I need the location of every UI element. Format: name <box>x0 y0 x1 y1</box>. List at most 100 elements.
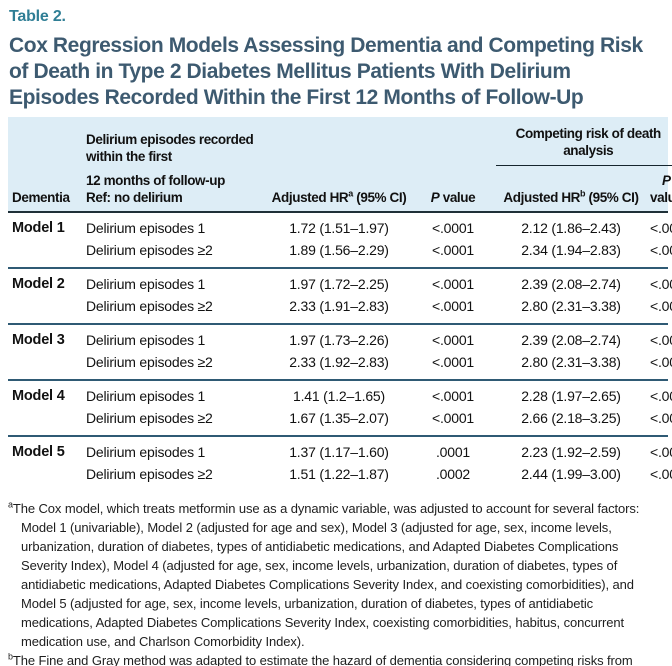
row-label: Delirium episodes ≥2 <box>86 242 213 258</box>
hr-death-value: 2.66 (2.18–3.25) <box>521 410 621 426</box>
model-label: Model 4 <box>12 388 65 404</box>
p-dementia-value: <.0001 <box>431 220 474 236</box>
model-label-empty <box>10 408 86 428</box>
hr-death-value: 2.80 (2.31–3.38) <box>521 354 621 370</box>
hr-dementia-value: 1.97 (1.72–2.25) <box>289 276 389 292</box>
hr-death-value: 2.44 (1.99–3.00) <box>521 466 621 482</box>
header-hr-text: Adjusted HR <box>503 190 581 205</box>
hr-dementia-value: 1.67 (1.35–2.07) <box>289 410 389 426</box>
table-number-label: Table 2. <box>9 8 66 25</box>
model-3-group: Model 3 Delirium episodes 1 1.97 (1.73–2… <box>8 323 672 379</box>
table-row: Delirium episodes ≥2 2.33 (1.92–2.83) <.… <box>10 351 672 373</box>
row-label: Delirium episodes ≥2 <box>86 466 213 482</box>
hr-death-value: 2.23 (1.92–2.59) <box>521 444 621 460</box>
header-ref-line: 12 months of follow-up <box>86 173 225 188</box>
hr-dementia-value: 1.97 (1.73–2.26) <box>289 332 389 348</box>
table-title-line: Cox Regression Models Assessing Dementia… <box>9 34 643 57</box>
header-ref-line: Ref: no delirium <box>86 190 183 205</box>
table-row: Delirium episodes ≥2 1.67 (1.35–2.07) <.… <box>10 407 672 429</box>
p-italic: P <box>430 190 440 205</box>
model-label-empty <box>10 464 86 484</box>
competing-risk-label: Competing risk of death analysis <box>515 126 662 158</box>
p-dementia-value: <.0001 <box>431 298 474 314</box>
table-row: Delirium episodes ≥2 1.51 (1.22–1.87) .0… <box>10 463 672 485</box>
table-row: Model 3 Delirium episodes 1 1.97 (1.73–2… <box>10 329 672 351</box>
hr-death-value: 2.80 (2.31–3.38) <box>521 298 621 314</box>
hr-dementia-value: 1.51 (1.22–1.87) <box>289 466 389 482</box>
header-dementia: Dementia <box>12 190 70 205</box>
p-death-value: <.0001 <box>650 466 672 482</box>
hr-death-value: 2.39 (2.08–2.74) <box>521 332 621 348</box>
table-header-row: Dementia Delirium episodes recorded with… <box>8 117 672 213</box>
footnote-a: aThe Cox model, which treats metformin u… <box>8 499 666 651</box>
table-row: Model 5 Delirium episodes 1 1.37 (1.17–1… <box>10 441 672 463</box>
p-death-value: <.0001 <box>650 354 672 370</box>
footnote-marker-a: a <box>8 499 13 510</box>
hr-dementia-value: 1.89 (1.56–2.29) <box>289 242 389 258</box>
p-death-value: <.0001 <box>650 332 672 348</box>
hr-dementia-value: 1.41 (1.2–1.65) <box>293 388 385 404</box>
p-dementia-value: <.0001 <box>431 410 474 426</box>
table-title: Cox Regression Models Assessing Dementia… <box>9 33 668 111</box>
table-row: Model 2 Delirium episodes 1 1.97 (1.72–2… <box>10 273 672 295</box>
p-dementia-value: <.0001 <box>431 332 474 348</box>
footnote-marker-b: b <box>8 651 13 662</box>
model-1-group: Model 1 Delirium episodes 1 1.72 (1.51–1… <box>8 213 672 267</box>
header-ci-text: (95% CI) <box>352 190 407 205</box>
hr-dementia-value: 1.72 (1.51–1.97) <box>289 220 389 236</box>
model-5-group: Model 5 Delirium episodes 1 1.37 (1.17–1… <box>8 435 672 491</box>
header-adjusted-hr-b: Adjusted HRb (95% CI) <box>492 189 650 206</box>
p-dementia-value: <.0001 <box>431 242 474 258</box>
row-label: Delirium episodes 1 <box>86 276 206 292</box>
superscript-b: b <box>580 188 586 199</box>
header-ci-text: (95% CI) <box>585 190 639 205</box>
header-adjusted-hr-a: Adjusted HRa (95% CI) <box>264 189 414 206</box>
hr-death-value: 2.39 (2.08–2.74) <box>521 276 621 292</box>
row-label: Delirium episodes 1 <box>86 332 206 348</box>
p-dementia-value: .0002 <box>435 466 471 482</box>
table-body: Model 1 Delirium episodes 1 1.72 (1.51–1… <box>8 213 672 491</box>
row-label: Delirium episodes 1 <box>86 220 206 236</box>
header-delirium-episodes: Delirium episodes recorded within the fi… <box>86 131 264 206</box>
header-hr-text: Adjusted HR <box>271 190 349 205</box>
table-row: Model 1 Delirium episodes 1 1.72 (1.51–1… <box>10 217 672 239</box>
p-dementia-value: <.0001 <box>431 276 474 292</box>
table-title-line: of Death in Type 2 Diabetes Mellitus Pat… <box>9 60 571 83</box>
table-row: Delirium episodes ≥2 1.89 (1.56–2.29) <.… <box>10 239 672 261</box>
header-p-value-death: P value <box>650 172 672 206</box>
footnotes-section: aThe Cox model, which treats metformin u… <box>8 499 668 666</box>
p-death-value: <.0001 <box>650 444 672 460</box>
model-4-group: Model 4 Delirium episodes 1 1.41 (1.2–1.… <box>8 379 672 435</box>
p-death-value: <.0001 <box>650 220 672 236</box>
footnote-b: bThe Fine and Gray method was adapted to… <box>8 651 666 666</box>
row-label: Delirium episodes 1 <box>86 388 206 404</box>
hr-death-value: 2.34 (1.94–2.83) <box>521 242 621 258</box>
hr-dementia-value: 1.37 (1.17–1.60) <box>289 444 389 460</box>
p-rest: value <box>650 190 672 205</box>
row-label: Delirium episodes ≥2 <box>86 298 213 314</box>
p-death-value: <.0001 <box>650 298 672 314</box>
row-label: Delirium episodes ≥2 <box>86 410 213 426</box>
p-death-value: <.0001 <box>650 388 672 404</box>
p-dementia-value: <.0001 <box>431 354 474 370</box>
table-row: Delirium episodes ≥2 2.33 (1.91–2.83) <.… <box>10 295 672 317</box>
hr-death-value: 2.12 (1.86–2.43) <box>521 220 621 236</box>
footnote-a-text: The Cox model, which treats metformin us… <box>12 501 640 649</box>
model-2-group: Model 2 Delirium episodes 1 1.97 (1.72–2… <box>8 267 672 323</box>
header-ref-line: Delirium episodes recorded <box>86 132 254 147</box>
model-label: Model 1 <box>12 220 65 236</box>
table-title-line: Episodes Recorded Within the First 12 Mo… <box>9 86 584 109</box>
header-ref-line: within the first <box>86 149 172 164</box>
model-label: Model 3 <box>12 332 65 348</box>
hr-dementia-value: 2.33 (1.92–2.83) <box>289 354 389 370</box>
header-competing-risk-group: Competing risk of death analysis <box>496 125 672 166</box>
superscript-a: a <box>348 188 353 199</box>
model-label-empty <box>10 352 86 372</box>
table-row: Model 4 Delirium episodes 1 1.41 (1.2–1.… <box>10 385 672 407</box>
p-rest: value <box>439 190 476 205</box>
p-death-value: <.0001 <box>650 276 672 292</box>
model-label: Model 2 <box>12 276 65 292</box>
footnote-b-text: The Fine and Gray method was adapted to … <box>12 653 633 666</box>
model-label-empty <box>10 240 86 260</box>
